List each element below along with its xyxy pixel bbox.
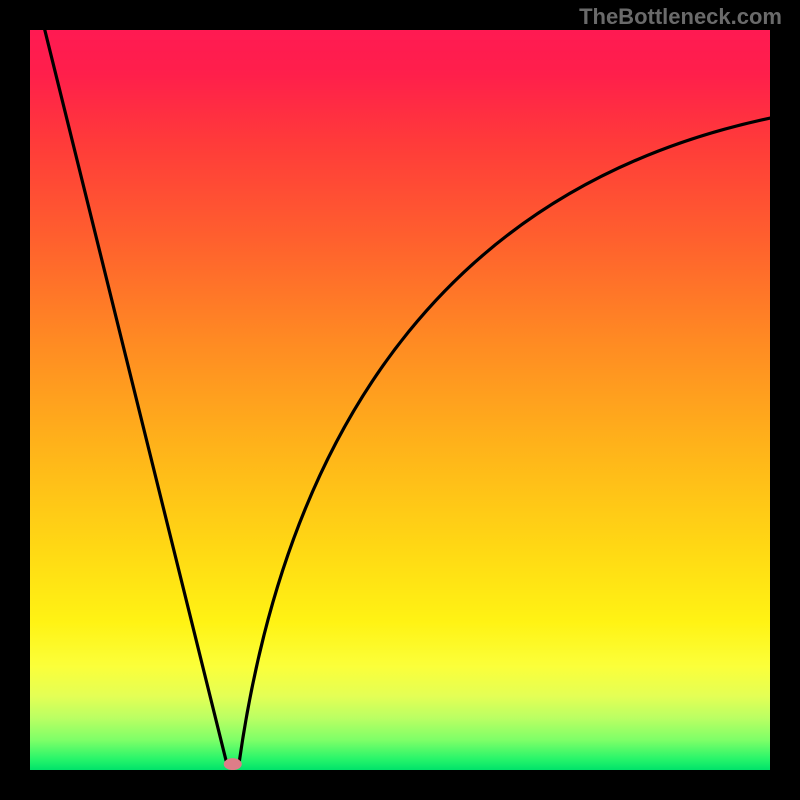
chart-container: TheBottleneck.com	[0, 0, 800, 800]
plot-background	[30, 30, 770, 770]
watermark-label: TheBottleneck.com	[579, 4, 782, 30]
vertex-marker	[224, 758, 242, 770]
bottleneck-curve-chart	[0, 0, 800, 800]
